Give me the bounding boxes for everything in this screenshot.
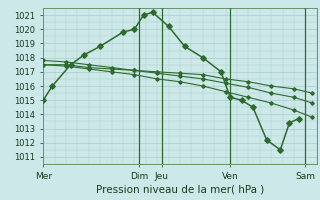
X-axis label: Pression niveau de la mer( hPa ): Pression niveau de la mer( hPa ) bbox=[96, 185, 264, 195]
